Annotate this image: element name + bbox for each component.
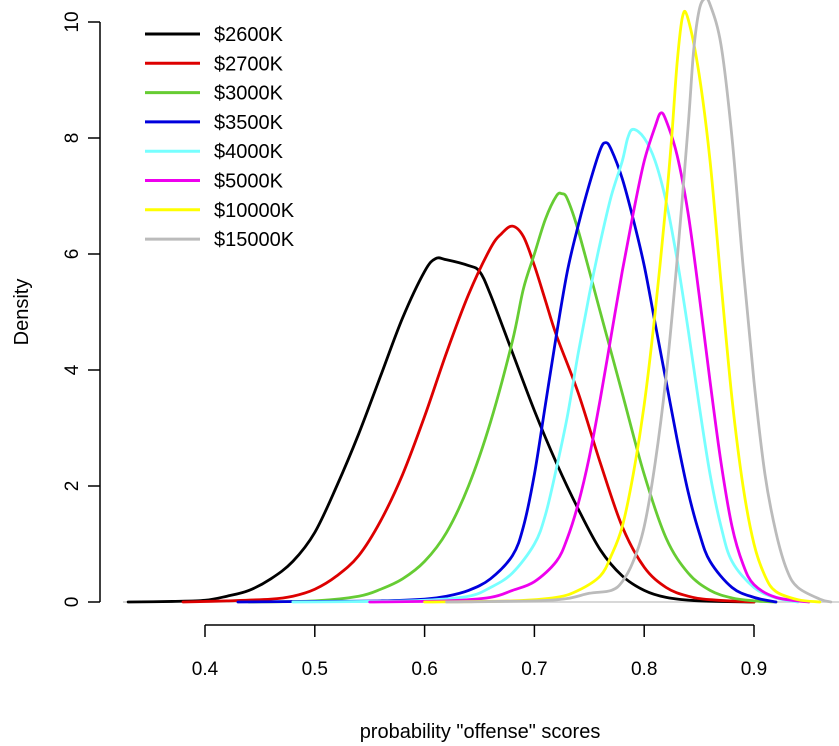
series-line-4 [291, 127, 800, 604]
y-tick-label: 2 [62, 481, 83, 492]
y-tick-label: 4 [62, 364, 83, 375]
legend-label: $2700K [214, 53, 284, 75]
x-tick-label: 0.7 [521, 659, 547, 680]
series-line-3 [236, 141, 778, 604]
y-tick-label: 8 [62, 133, 83, 144]
x-tick-label: 0.8 [631, 659, 657, 680]
x-tick-label: 0.6 [411, 659, 437, 680]
legend-label: $15000K [214, 229, 295, 251]
y-tick-label: 10 [62, 11, 83, 32]
series-line-0 [126, 256, 756, 604]
legend-label: $3000K [214, 83, 284, 105]
series-layer [126, 0, 833, 604]
legend-label: $3500K [214, 112, 284, 134]
legend: $2600K $2700K $3000K $3500K $4000K $5000K $100… [145, 24, 295, 251]
legend-label: $2600K [214, 24, 284, 46]
y-tick-label: 0 [62, 597, 83, 608]
series-line-5 [368, 111, 811, 604]
y-axis: 0 2 4 6 8 10 [62, 11, 101, 608]
x-axis-label: probability "offense" scores [360, 721, 601, 743]
y-tick-label: 6 [62, 249, 83, 260]
x-tick-label: 0.5 [302, 659, 328, 680]
legend-label: $10000K [214, 200, 295, 222]
x-axis: 0.4 0.5 0.6 0.7 0.8 0.9 [192, 624, 767, 680]
legend-label: $4000K [214, 141, 284, 163]
series-line-6 [423, 9, 822, 604]
series-line-2 [247, 191, 778, 604]
y-axis-label: Density [11, 279, 33, 346]
x-tick-label: 0.4 [192, 659, 219, 680]
x-tick-label: 0.9 [741, 659, 767, 680]
legend-label: $5000K [214, 171, 284, 193]
series-line-7 [445, 0, 833, 604]
